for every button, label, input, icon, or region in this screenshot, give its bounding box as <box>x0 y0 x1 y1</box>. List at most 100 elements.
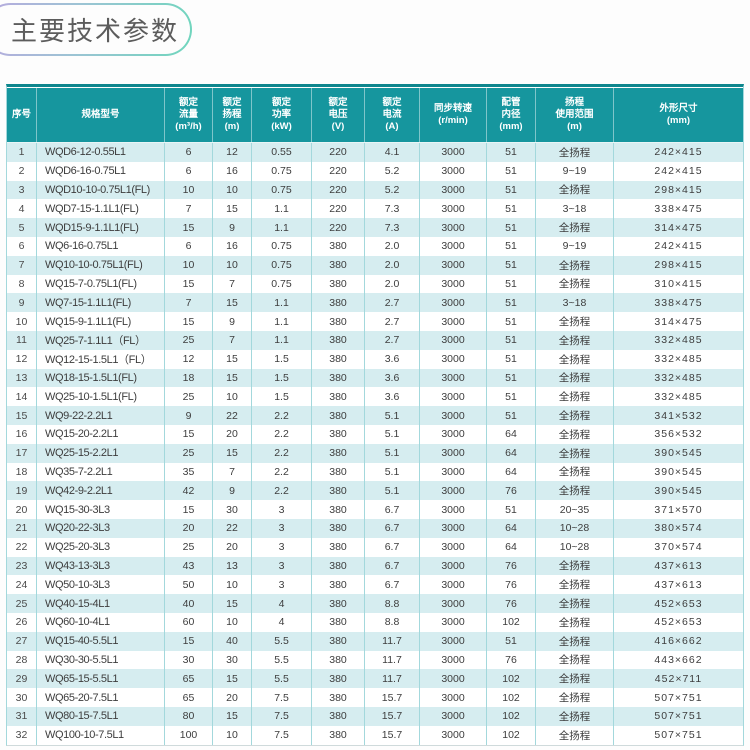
cell-current: 2.7 <box>365 330 420 350</box>
cell-voltage: 380 <box>312 387 365 407</box>
cell-range: 全扬程 <box>536 688 614 707</box>
cell-dims: 332×485 <box>654 334 703 347</box>
cell-model: WQ12-15-1.5L1（FL） <box>37 349 165 369</box>
cell-seq: 6 <box>7 236 37 256</box>
table-row: 9 WQ7-15-1.1L1(FL) 7 15 1.1 380 2.7 3000 51 3~18 3… <box>7 293 743 313</box>
cell-voltage: 380 <box>312 443 365 463</box>
table-row: 21 WQ20-22-3L3 20 22 3 380 6.7 3000 64 10~28 380×5… <box>7 518 743 538</box>
cell-flow: 42 <box>165 481 213 501</box>
cell-power: 0.75 <box>252 274 312 294</box>
cell-current: 5.1 <box>365 424 420 444</box>
cell-model: WQ80-15-7.5L1 <box>37 706 165 726</box>
cell-current: 7.3 <box>365 199 420 219</box>
cell-range: 全扬程 <box>536 575 614 595</box>
cell-voltage: 380 <box>312 650 365 670</box>
cell-speed: 3000 <box>420 462 487 482</box>
cell-speed: 3000 <box>420 312 487 331</box>
cell-range: 全扬程 <box>536 424 614 444</box>
cell-power: 2.2 <box>252 406 312 425</box>
cell-range: 全扬程 <box>536 556 614 576</box>
cell-pipe: 64 <box>487 443 536 463</box>
cell-model: WQ25-10-1.5L1(FL) <box>37 387 165 407</box>
cell-speed: 3000 <box>420 180 487 200</box>
cell-model: WQ7-15-1.1L1(FL) <box>37 293 165 313</box>
cell-speed: 3000 <box>420 612 487 632</box>
cell-dims: 242×415 <box>654 240 703 253</box>
cell-flow: 80 <box>165 706 213 726</box>
cell-seq: 29 <box>7 669 37 689</box>
cell-flow: 65 <box>165 669 213 689</box>
cell-dims: 390×545 <box>654 465 703 478</box>
cell-power: 5.5 <box>252 631 312 651</box>
cell-seq: 22 <box>7 537 37 557</box>
cell-dims: 507×751 <box>654 710 703 723</box>
cell-head: 7 <box>213 274 252 294</box>
cell-model: WQ100-10-7.5L1 <box>37 725 165 745</box>
cell-head: 15 <box>213 199 252 219</box>
cell-seq: 28 <box>7 650 37 670</box>
cell-current: 2.7 <box>365 293 420 313</box>
cell-model: WQ15-9-1.1L1(FL) <box>37 312 165 331</box>
cell-model: WQ50-10-3L3 <box>37 575 165 595</box>
cell-pipe: 51 <box>487 368 536 388</box>
cell-model: WQD10-10-0.75L1(FL) <box>37 180 165 200</box>
cell-pipe: 102 <box>487 612 536 632</box>
column-header-pipe: 配管 内径 (mm) <box>487 88 536 142</box>
cell-voltage: 380 <box>312 462 365 482</box>
cell-voltage: 380 <box>312 706 365 726</box>
cell-seq: 14 <box>7 387 37 407</box>
cell-speed: 3000 <box>420 255 487 275</box>
cell-range: 全扬程 <box>536 218 614 237</box>
cell-power: 5.5 <box>252 669 312 689</box>
cell-pipe: 64 <box>487 537 536 557</box>
cell-speed: 3000 <box>420 518 487 538</box>
table-row: 12 WQ12-15-1.5L1（FL） 12 15 1.5 380 3.6 3000 51 全扬… <box>7 349 743 369</box>
table-row: 5 WQD15-9-1.1L1(FL) 15 9 1.1 220 7.3 3000 51 全扬程 3… <box>7 218 743 237</box>
cell-flow: 60 <box>165 612 213 632</box>
cell-pipe: 76 <box>487 594 536 613</box>
table-row: 18 WQ35-7-2.2L1 35 7 2.2 380 5.1 3000 64 全扬程 390×5… <box>7 462 743 482</box>
cell-pipe: 51 <box>487 349 536 369</box>
cell-dims: 338×475 <box>654 296 703 309</box>
cell-speed: 3000 <box>420 631 487 651</box>
cell-head: 16 <box>213 236 252 256</box>
cell-pipe: 102 <box>487 669 536 689</box>
cell-range: 全扬程 <box>536 481 614 501</box>
cell-flow: 6 <box>165 236 213 256</box>
cell-model: WQ65-20-7.5L1 <box>37 688 165 707</box>
cell-seq: 11 <box>7 330 37 350</box>
cell-dims: 314×475 <box>654 315 703 328</box>
page-title: 主要技术参数 <box>10 16 179 46</box>
cell-flow: 50 <box>165 575 213 595</box>
cell-seq: 31 <box>7 706 37 726</box>
table-row: 3 WQD10-10-0.75L1(FL) 10 10 0.75 220 5.2 3000 51… <box>7 180 743 200</box>
cell-model: WQD7-15-1.1L1(FL) <box>37 199 165 219</box>
cell-flow: 30 <box>165 650 213 670</box>
table-row: 32 WQ100-10-7.5L1 100 10 7.5 380 15.7 3000 102 全扬… <box>7 725 743 745</box>
cell-head: 15 <box>213 594 252 613</box>
cell-voltage: 220 <box>312 199 365 219</box>
cell-seq: 16 <box>7 424 37 444</box>
cell-head: 20 <box>213 537 252 557</box>
column-header-current: 额定 电流 (A) <box>365 88 420 142</box>
cell-pipe: 51 <box>487 330 536 350</box>
cell-head: 10 <box>213 612 252 632</box>
cell-power: 4 <box>252 594 312 613</box>
cell-current: 7.3 <box>365 218 420 237</box>
cell-seq: 17 <box>7 443 37 463</box>
cell-head: 9 <box>213 481 252 501</box>
cell-seq: 1 <box>7 143 37 162</box>
cell-pipe: 51 <box>487 274 536 294</box>
cell-model: WQD6-12-0.55L1 <box>37 143 165 162</box>
cell-head: 22 <box>213 518 252 538</box>
cell-range: 9~19 <box>536 161 614 181</box>
cell-head: 7 <box>213 462 252 482</box>
cell-power: 3 <box>252 556 312 576</box>
cell-dims: 314×475 <box>654 221 703 234</box>
cell-head: 13 <box>213 556 252 576</box>
cell-pipe: 102 <box>487 706 536 726</box>
cell-power: 1.1 <box>252 312 312 331</box>
cell-flow: 20 <box>165 518 213 538</box>
cell-pipe: 51 <box>487 387 536 407</box>
column-header-seq: 序号 <box>7 88 37 142</box>
